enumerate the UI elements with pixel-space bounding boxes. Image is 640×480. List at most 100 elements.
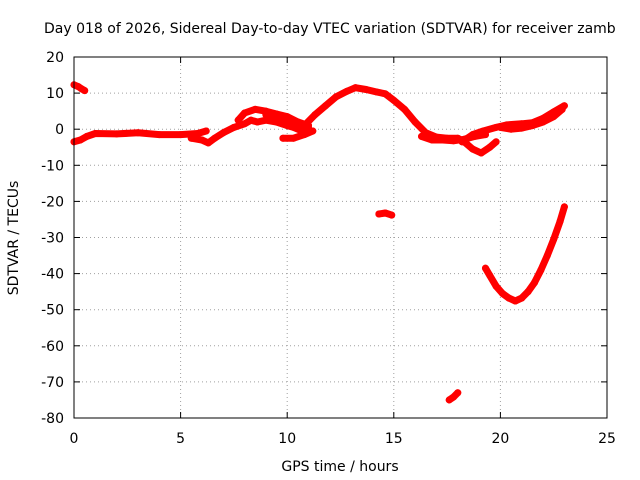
data-point: [290, 134, 298, 142]
data-point: [449, 137, 457, 145]
data-point: [492, 138, 500, 146]
x-tick-label: 25: [598, 431, 616, 447]
data-point: [511, 297, 519, 305]
data-point: [507, 125, 515, 133]
data-point: [439, 136, 447, 144]
series-zamb-b: [70, 127, 210, 146]
series-zamb-j: [496, 105, 566, 133]
y-tick-label: -40: [41, 267, 64, 283]
data-point: [309, 127, 317, 135]
data-point: [388, 211, 396, 219]
data-point: [550, 235, 558, 243]
data-point: [524, 288, 532, 296]
series-zamb-m: [481, 203, 568, 305]
data-point: [198, 136, 206, 144]
data-point: [253, 118, 261, 126]
data-point: [458, 138, 466, 146]
x-tick-label: 10: [278, 431, 296, 447]
x-tick-label: 5: [176, 431, 185, 447]
y-tick-label: 20: [46, 50, 64, 66]
series-line: [70, 127, 210, 146]
data-point: [479, 127, 487, 135]
data-point: [322, 102, 330, 110]
y-axis-label: SDTVAR / TECUs: [6, 181, 22, 296]
data-point: [375, 210, 383, 218]
series-line: [458, 102, 568, 146]
data-point: [91, 130, 99, 138]
chart-title: Day 018 of 2026, Sidereal Day-to-day VTE…: [44, 21, 616, 37]
grid-lines: [74, 57, 607, 418]
data-point: [469, 145, 477, 153]
data-point: [230, 123, 238, 131]
data-point: [177, 131, 185, 139]
data-point: [556, 217, 564, 225]
data-point: [76, 136, 84, 144]
data-series: [70, 81, 568, 404]
data-point: [134, 129, 142, 137]
y-tick-label: 10: [46, 86, 64, 102]
data-point: [234, 116, 242, 124]
data-point: [351, 84, 359, 92]
data-point: [428, 136, 436, 144]
series-zamb-l: [445, 389, 462, 404]
data-point: [187, 134, 195, 142]
x-tick-label: 0: [70, 431, 79, 447]
data-point: [539, 118, 547, 126]
data-point: [486, 271, 494, 279]
data-point: [204, 139, 212, 147]
data-point: [373, 88, 381, 96]
data-point: [283, 118, 291, 126]
data-point: [241, 109, 249, 117]
y-tick-label: -80: [41, 411, 64, 427]
data-point: [558, 105, 566, 113]
y-tick-label: -30: [41, 231, 64, 247]
axis-ticks: 0 5 10 15 20 25 -80 -70 -60 -50 -40 -30 -20 -10 0 10 20: [41, 50, 616, 447]
data-point: [449, 393, 457, 401]
y-tick-label: -10: [41, 158, 64, 174]
data-point: [194, 130, 202, 138]
data-point: [251, 105, 259, 113]
data-point: [279, 134, 287, 142]
data-point: [294, 122, 302, 130]
data-point: [211, 134, 219, 142]
data-point: [499, 289, 507, 297]
y-tick-label: -60: [41, 339, 64, 355]
x-tick-label: 20: [491, 431, 509, 447]
data-point: [381, 90, 389, 98]
data-point: [300, 131, 308, 139]
data-point: [311, 111, 319, 119]
data-point: [411, 118, 419, 126]
data-point: [505, 294, 513, 302]
data-point: [528, 122, 536, 130]
y-tick-label: -50: [41, 303, 64, 319]
data-point: [518, 124, 526, 132]
data-point: [362, 85, 370, 93]
data-point: [113, 130, 121, 138]
data-point: [492, 282, 500, 290]
data-point: [219, 129, 227, 137]
data-point: [531, 279, 539, 287]
data-point: [469, 131, 477, 139]
series-zamb-g: [300, 84, 500, 157]
data-point: [273, 113, 281, 121]
data-point: [390, 96, 398, 104]
plot-frame: [73, 56, 608, 419]
data-point: [486, 143, 494, 151]
data-point: [83, 132, 91, 140]
data-point: [454, 389, 462, 397]
x-axis-label: GPS time / hours: [281, 459, 398, 475]
data-point: [262, 111, 270, 119]
data-point: [481, 264, 489, 272]
data-point: [400, 105, 408, 113]
data-point: [560, 203, 568, 211]
data-point: [241, 120, 249, 128]
data-point: [343, 87, 351, 95]
data-point: [518, 294, 526, 302]
y-tick-label: 0: [55, 122, 64, 138]
data-point: [247, 116, 255, 124]
series-zamb-k: [375, 209, 396, 219]
data-point: [537, 266, 545, 274]
data-point: [332, 93, 340, 101]
data-point: [155, 131, 163, 139]
